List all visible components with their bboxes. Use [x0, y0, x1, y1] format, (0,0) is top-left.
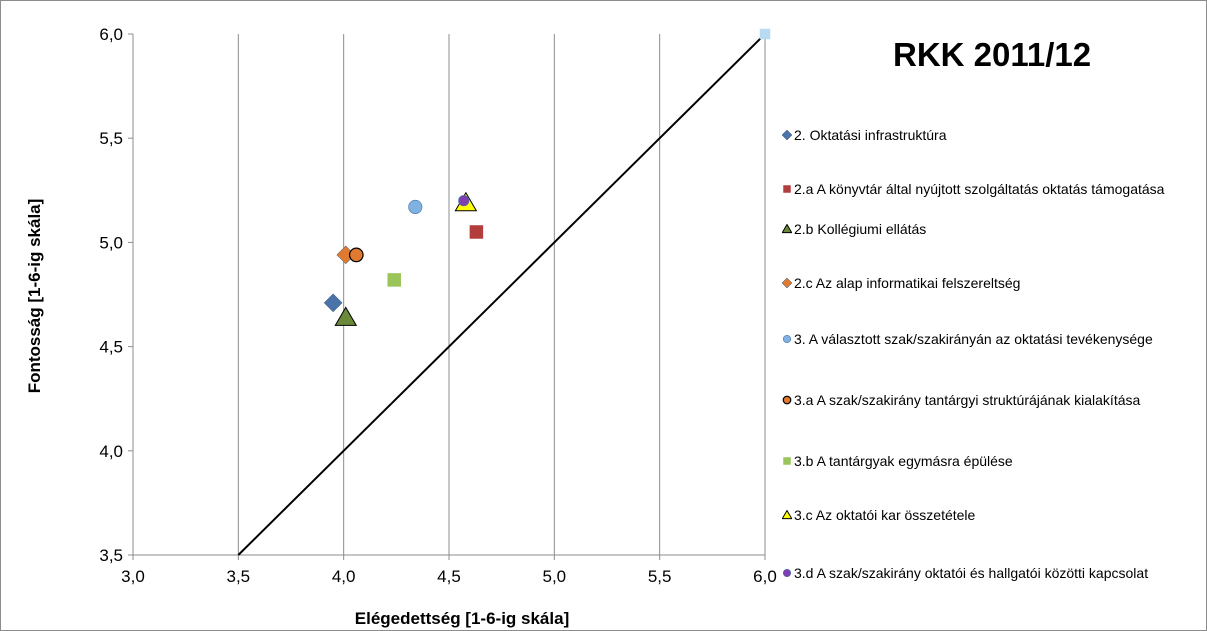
- legend-marker-shape: [782, 278, 792, 288]
- legend-item: 3. A választott szak/szakirányán az okta…: [782, 330, 1202, 349]
- x-tick-label: 3,0: [121, 567, 145, 586]
- legend-label: 3.c Az oktatói kar összetétele: [794, 507, 976, 523]
- legend-item: 3.b A tantárgyak egymásra épülése: [782, 452, 1202, 471]
- legend-label: 2.b Kollégiumi ellátás: [794, 221, 927, 237]
- chart-title: RKK 2011/12: [893, 36, 1092, 73]
- x-tick-label: 3,5: [227, 567, 251, 586]
- legend-marker: [782, 278, 792, 288]
- legend-marker: [782, 224, 792, 234]
- x-tick-label: 4,0: [332, 567, 356, 586]
- legend-item: 2.b Kollégiumi ellátás: [782, 220, 1202, 239]
- axes: [128, 33, 766, 560]
- data-point: [334, 306, 358, 326]
- y-tick-label: 3,5: [99, 546, 123, 565]
- legend-item: 2.c Az alap informatikai felszereltség: [782, 274, 1202, 293]
- legend-marker: [782, 130, 792, 140]
- legend-marker-shape: [782, 334, 792, 344]
- legend-marker: [782, 334, 792, 344]
- legend-item: 3.a A szak/szakirány tantárgyi struktúrá…: [782, 391, 1202, 410]
- legend-item: 2. Oktatási infrastruktúra: [782, 126, 1202, 145]
- legend-label: 2.c Az alap informatikai felszereltség: [794, 275, 1021, 291]
- data-points: [323, 28, 771, 326]
- legend-marker-shape: [782, 568, 792, 578]
- y-tick-label: 5,5: [99, 129, 123, 148]
- data-point: [759, 28, 771, 40]
- legend-marker: [783, 457, 791, 465]
- y-tick-label: 4,5: [99, 338, 123, 357]
- legend-marker-shape: [782, 130, 792, 140]
- legend-marker-shape: [783, 457, 791, 465]
- x-tick-label: 5,5: [648, 567, 672, 586]
- data-point: [348, 247, 364, 263]
- data-point: [408, 199, 423, 215]
- reference-line-group: [237, 33, 766, 556]
- data-point: [387, 273, 401, 287]
- legend-item: 3.c Az oktatói kar összetétele: [782, 506, 1202, 525]
- legend-marker: [782, 395, 792, 405]
- y-tick-label: 6,0: [99, 25, 123, 44]
- legend-marker-shape: [782, 224, 792, 234]
- legend-label: 3.d A szak/szakirány oktatói és hallgató…: [794, 565, 1149, 581]
- legend-label: 2.a A könyvtár által nyújtott szolgáltat…: [794, 181, 1165, 197]
- tick-labels: 3,0 3,5 4,0 4,5 5,0 5,5 6,0 3,5 4,0 4,5 5,0 5,5 6,0: [99, 25, 776, 586]
- legend-marker-shape: [782, 510, 792, 520]
- legend-label: 3.a A szak/szakirány tantárgyi struktúrá…: [794, 392, 1141, 408]
- legend-marker: [783, 185, 791, 193]
- x-tick-label: 5,0: [543, 567, 567, 586]
- data-point: [458, 195, 470, 207]
- grid-lines: [237, 34, 766, 555]
- legend-marker-shape: [783, 185, 791, 193]
- y-tick-label: 4,0: [99, 442, 123, 461]
- legend-marker: [782, 510, 792, 520]
- x-axis-title: Elégedettség [1-6-ig skála]: [355, 609, 569, 628]
- legend-marker-shape: [782, 395, 792, 405]
- legend-marker: [782, 568, 792, 578]
- legend-label: 2. Oktatási infrastruktúra: [794, 127, 947, 143]
- x-tick-label: 6,0: [753, 567, 777, 586]
- legend-item: 2.a A könyvtár által nyújtott szolgáltat…: [782, 180, 1202, 199]
- legend-item: 3.d A szak/szakirány oktatói és hallgató…: [782, 564, 1202, 583]
- y-tick-label: 5,0: [99, 233, 123, 252]
- reference-line: [237, 33, 766, 556]
- legend-label: 3. A választott szak/szakirányán az okta…: [794, 331, 1153, 347]
- data-point: [469, 225, 484, 239]
- x-tick-label: 4,5: [437, 567, 461, 586]
- y-axis-title: Fontosság [1-6-ig skála]: [25, 199, 44, 394]
- data-point: [323, 293, 343, 313]
- legend-label: 3.b A tantárgyak egymásra épülése: [794, 453, 1013, 469]
